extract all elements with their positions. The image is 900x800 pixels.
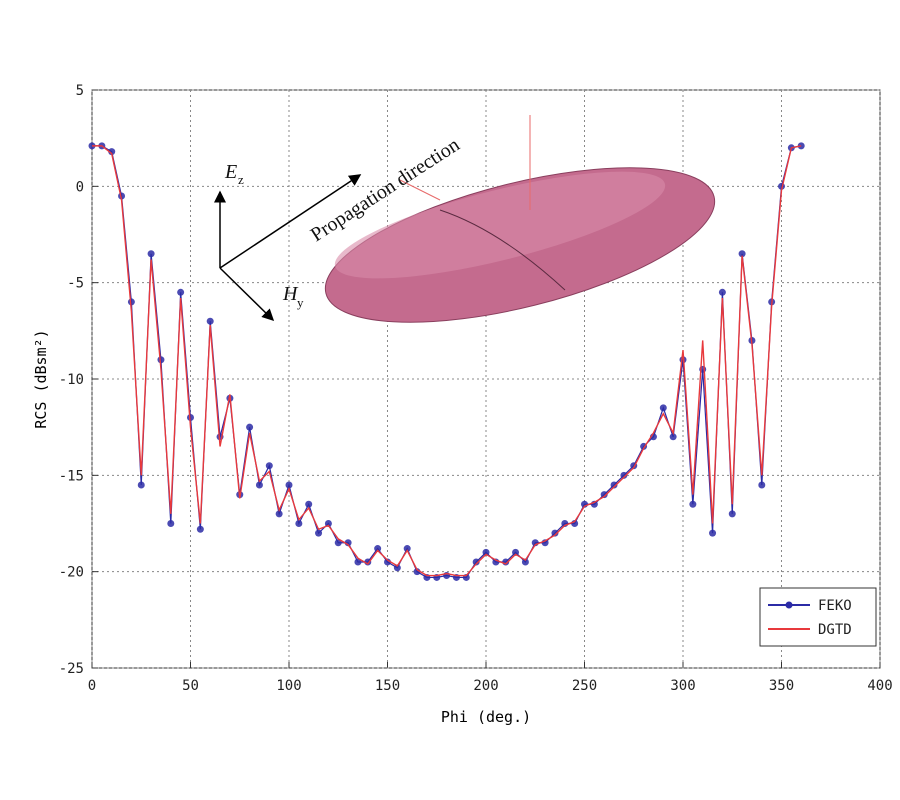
- marker: [482, 548, 490, 556]
- x-tick-label: 350: [769, 678, 794, 694]
- marker: [167, 520, 175, 527]
- legend-marker: [785, 601, 793, 609]
- marker: [324, 520, 332, 527]
- marker: [177, 288, 185, 296]
- marker: [196, 525, 204, 533]
- y-tick-label: -25: [59, 661, 84, 677]
- marker: [620, 471, 628, 479]
- y-axis-label: RCS (dBsm²): [32, 329, 50, 428]
- ellipsoid-highlight: [334, 171, 666, 279]
- propagation-arrow: [219, 174, 362, 269]
- x-tick-label: 300: [670, 678, 695, 694]
- h-arrow: [219, 267, 275, 322]
- marker: [738, 250, 746, 258]
- y-tick-label: -20: [59, 565, 84, 581]
- x-tick-label: 0: [88, 678, 96, 694]
- marker: [187, 414, 194, 422]
- marker: [384, 558, 391, 566]
- y-tick-label: -15: [59, 468, 84, 484]
- marker: [728, 510, 736, 518]
- marker: [600, 491, 608, 499]
- legend-label: FEKO: [818, 598, 852, 614]
- marker: [689, 500, 697, 508]
- marker: [246, 423, 254, 431]
- x-tick-label: 150: [375, 678, 400, 694]
- marker: [295, 520, 303, 527]
- marker: [364, 558, 372, 566]
- marker: [127, 298, 135, 306]
- marker: [265, 462, 273, 470]
- marker: [206, 317, 214, 325]
- y-tick-label: 0: [76, 179, 84, 195]
- x-tick-label: 250: [572, 678, 597, 694]
- marker: [403, 545, 411, 553]
- marker: [354, 558, 362, 566]
- marker: [285, 481, 293, 489]
- marker: [659, 404, 667, 412]
- marker: [255, 481, 263, 489]
- y-tick-label: -5: [67, 276, 84, 292]
- x-tick-label: 400: [867, 678, 892, 694]
- marker: [393, 564, 401, 572]
- e-label: E: [224, 161, 237, 183]
- e-subscript: z: [238, 172, 244, 187]
- marker: [315, 529, 323, 537]
- marker: [413, 568, 421, 576]
- x-axis-label: Phi (deg.): [441, 708, 531, 726]
- marker: [521, 558, 529, 566]
- marker: [157, 356, 165, 364]
- marker: [275, 510, 283, 518]
- marker: [669, 433, 677, 441]
- marker: [758, 481, 766, 489]
- marker: [137, 481, 145, 489]
- marker: [610, 481, 618, 489]
- marker: [344, 539, 352, 547]
- marker: [334, 539, 342, 547]
- y-tick-label: 5: [76, 83, 84, 99]
- x-tick-label: 50: [182, 678, 199, 694]
- marker: [108, 148, 116, 156]
- marker: [718, 288, 726, 296]
- marker: [512, 548, 520, 556]
- ellipsoid-seam: [439, 209, 566, 291]
- legend-label: DGTD: [818, 622, 852, 638]
- marker: [472, 558, 480, 566]
- marker: [147, 250, 155, 258]
- x-tick-label: 200: [473, 678, 498, 694]
- marker: [551, 529, 559, 537]
- marker: [374, 545, 382, 553]
- legend: FEKO DGTD: [759, 587, 877, 647]
- h-label: H: [282, 283, 299, 305]
- marker: [709, 529, 717, 537]
- y-tick-label: -10: [59, 372, 84, 388]
- series-line: [92, 145, 802, 577]
- x-tick-label: 100: [276, 678, 301, 694]
- marker: [305, 500, 313, 508]
- h-subscript: y: [297, 295, 304, 310]
- axis-arrow: [399, 179, 441, 201]
- legend-box: [759, 587, 877, 647]
